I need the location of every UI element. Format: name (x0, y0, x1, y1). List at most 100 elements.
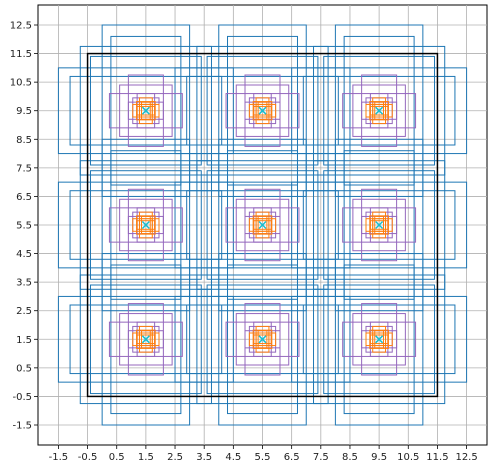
anchor-box (291, 181, 468, 269)
y-tick-label: 4.5 (16, 249, 32, 260)
center-marker-stroke (141, 106, 150, 115)
anchor-box (136, 215, 156, 235)
anchor-box (255, 103, 270, 118)
center-marker-stroke (375, 106, 384, 115)
center-marker (258, 106, 267, 115)
anchor-box (372, 218, 387, 232)
y-tick-label: 9.5 (16, 106, 32, 117)
anchor-box (196, 45, 329, 176)
anchor-box (218, 253, 307, 426)
anchor-box (257, 215, 268, 235)
anchor-box (57, 67, 234, 155)
anchor-box (257, 101, 268, 120)
center-marker-stroke (258, 335, 267, 344)
x-tick-label: -1.5 (49, 452, 69, 463)
anchor-box (186, 75, 339, 146)
anchor-box (141, 330, 151, 349)
anchor-box (136, 101, 156, 121)
anchor-box (372, 103, 387, 118)
anchor-box (206, 284, 319, 395)
y-tick-label: 3.5 (16, 278, 32, 289)
anchor-box (255, 332, 270, 347)
anchor-box (89, 55, 202, 166)
y-tick-label: 0.5 (16, 363, 32, 374)
anchor-box (101, 253, 191, 426)
anchor-box (374, 101, 384, 120)
anchor-box (186, 190, 339, 260)
y-tick-label: -1.5 (12, 421, 32, 432)
anchor-box (369, 215, 389, 235)
anchor-box (79, 45, 212, 176)
anchor-box (79, 160, 212, 290)
anchor-box (57, 181, 234, 269)
anchor-box (334, 24, 424, 197)
anchor-box (227, 35, 298, 186)
center-marker (258, 220, 267, 230)
anchor-box (218, 138, 307, 312)
x-tick-label: 10.5 (397, 452, 419, 463)
center-marker (375, 106, 384, 115)
center-marker (258, 335, 267, 344)
x-tick-label: 6.5 (284, 452, 300, 463)
anchor-box (343, 264, 415, 415)
center-marker-stroke (141, 220, 150, 230)
anchor-box (136, 220, 156, 230)
x-tick-label: 3.5 (196, 452, 212, 463)
grid-border (86, 52, 439, 398)
axis-ticks: -1.5 -1.5 -0.5 -0.5 0.5 0.5 1.5 1.5 2.5 2.5 3.5 3.5… (10, 21, 478, 464)
anchor-box (252, 329, 273, 349)
anchor-box (334, 138, 424, 312)
anchor-box (235, 313, 290, 366)
anchor-box (174, 181, 351, 269)
anchor-box (119, 313, 173, 366)
x-tick-label: 7.5 (313, 452, 329, 463)
anchor-box (89, 284, 202, 395)
center-marker (375, 220, 384, 230)
anchor-box (257, 330, 268, 349)
center-marker-stroke (375, 335, 384, 344)
anchor-box (291, 67, 468, 155)
x-tick-label: 9.5 (371, 452, 387, 463)
anchor-box (323, 170, 436, 280)
center-marker-stroke (258, 220, 267, 230)
anchor-box (369, 220, 389, 230)
anchor-box (372, 332, 387, 347)
x-tick-label: 5.5 (255, 452, 271, 463)
anchor-box (136, 334, 156, 345)
x-tick-label: 2.5 (167, 452, 183, 463)
x-tick-label: 1.5 (138, 452, 154, 463)
y-tick-label: 2.5 (16, 306, 32, 317)
anchor-box (235, 84, 290, 137)
anchor-box (119, 198, 173, 252)
anchor-box (196, 160, 329, 290)
anchor-box (369, 334, 389, 345)
anchor-box (343, 35, 415, 186)
center-marker-stroke (375, 220, 384, 230)
anchor-box (138, 103, 153, 118)
y-tick-label: -0.5 (12, 392, 32, 403)
center-marker (375, 335, 384, 344)
anchor-box (252, 101, 273, 121)
center-marker-stroke (141, 335, 150, 344)
anchor-box (313, 160, 446, 290)
anchor-box (343, 150, 415, 300)
anchor-box (369, 101, 389, 121)
anchor-box (218, 24, 307, 197)
cell-centers (141, 106, 384, 344)
x-tick-label: -0.5 (78, 452, 98, 463)
y-tick-label: 12.5 (10, 21, 32, 32)
anchor-box (57, 295, 234, 383)
anchor-box (141, 215, 151, 235)
center-marker (141, 220, 150, 230)
anchor-box (352, 84, 406, 137)
anchor-box (253, 220, 272, 230)
anchor-box (323, 55, 436, 166)
anchor-box (186, 304, 339, 375)
anchor-box (302, 304, 456, 375)
anchor-box (206, 170, 319, 280)
anchor-box (235, 198, 290, 252)
anchor-box (291, 295, 468, 383)
anchor-box (227, 150, 298, 300)
anchor-box (79, 274, 212, 405)
center-marker (141, 106, 150, 115)
